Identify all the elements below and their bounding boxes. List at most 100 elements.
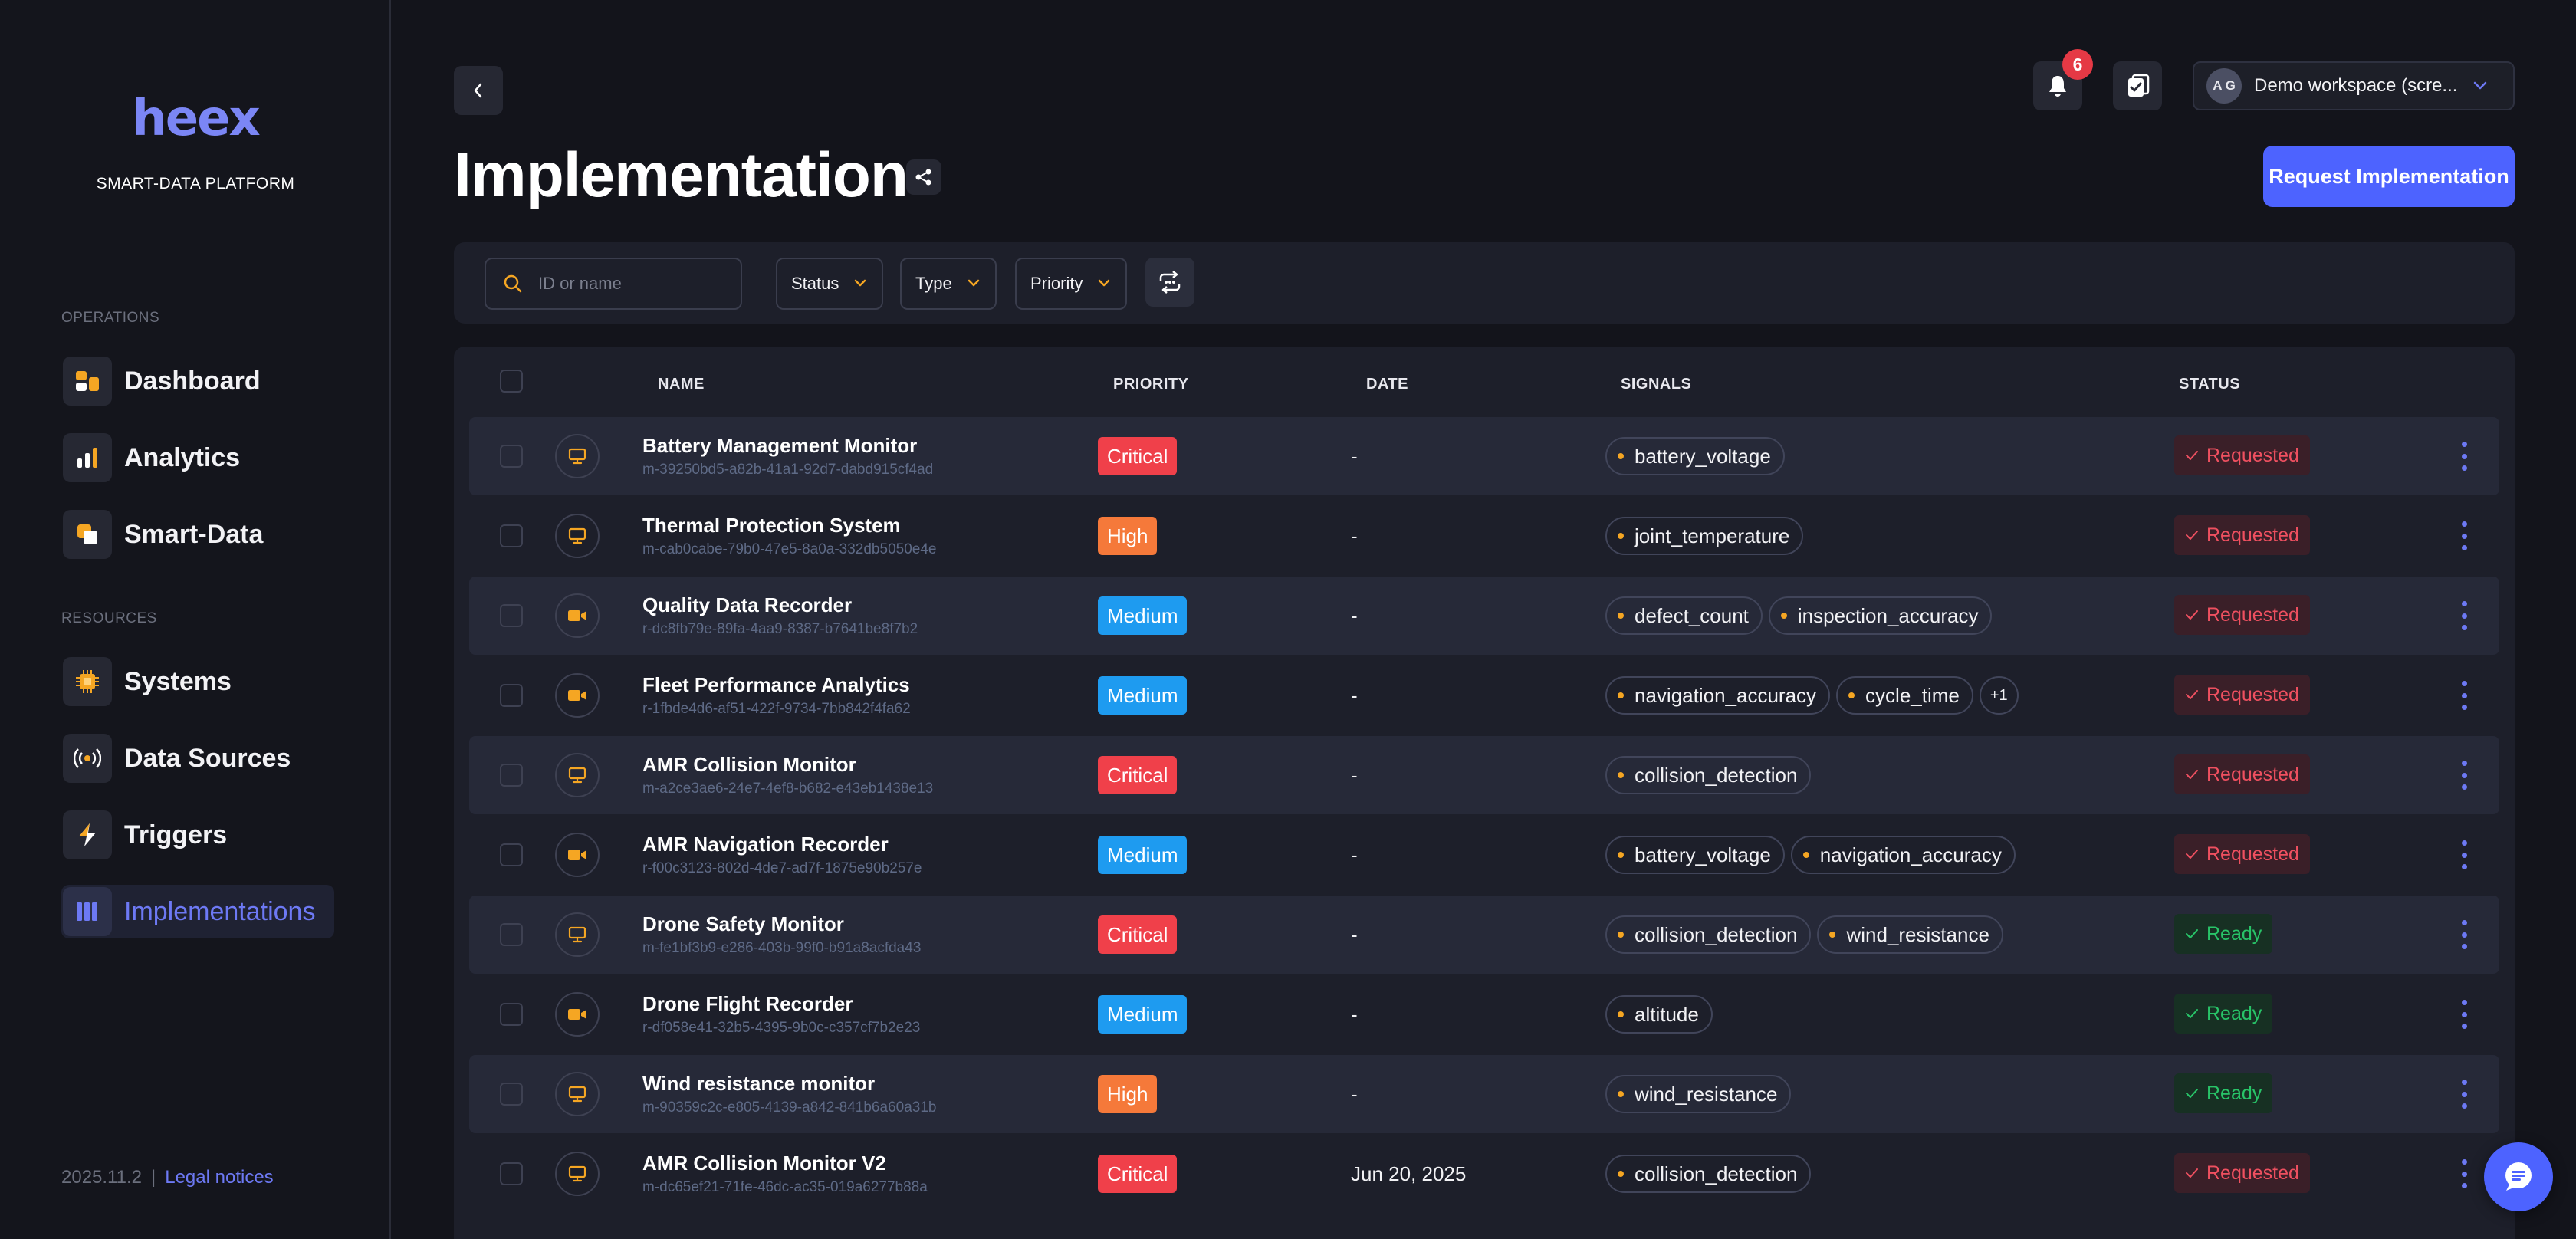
implementation-name[interactable]: Drone Flight Recorder (642, 992, 853, 1015)
sidebar-item-data-sources[interactable]: Data Sources (61, 731, 334, 785)
signals-list: joint_temperature (1605, 517, 1804, 555)
chat-support-button[interactable] (2484, 1142, 2553, 1211)
search-field[interactable] (485, 258, 742, 310)
row-actions-menu-icon[interactable] (2455, 758, 2473, 793)
table-row[interactable]: Fleet Performance Analytics r-1fbde4d6-af… (469, 656, 2499, 735)
status-label: Requested (2206, 444, 2299, 466)
signal-chip: joint_temperature (1605, 517, 1804, 555)
row-actions-menu-icon[interactable] (2455, 837, 2473, 873)
implementation-name[interactable]: Fleet Performance Analytics (642, 673, 910, 696)
table-row[interactable]: Drone Flight Recorder r-df058e41-32b5-439… (469, 975, 2499, 1053)
signal-dot (1618, 772, 1624, 778)
column-header-signals[interactable]: SIGNALS (1621, 376, 1692, 393)
monitor-icon (555, 753, 600, 797)
version-text: 2025.11.2 (61, 1167, 142, 1188)
brand-tagline: SMART-DATA PLATFORM (96, 175, 295, 192)
more-signals-chip[interactable]: +1 (1979, 676, 2019, 715)
signal-dot (1780, 613, 1787, 619)
monitor-icon (555, 434, 600, 478)
table-row[interactable]: Drone Safety Monitor m-fe1bf3b9-e286-403b… (469, 896, 2499, 974)
table-row[interactable]: Battery Management Monitor m-39250bd5-a82… (469, 417, 2499, 495)
status-badge: Ready (2174, 914, 2273, 954)
row-checkbox[interactable] (500, 764, 523, 787)
implementation-name[interactable]: Wind resistance monitor (642, 1072, 876, 1095)
heex-logo[interactable]: heex (0, 90, 391, 147)
row-actions-menu-icon[interactable] (2455, 678, 2473, 713)
row-actions-menu-icon[interactable] (2455, 598, 2473, 633)
sidebar-item-systems[interactable]: Systems (61, 655, 334, 708)
check-icon (2185, 604, 2206, 626)
select-all-checkbox[interactable] (500, 370, 523, 393)
status-label: Requested (2206, 524, 2299, 546)
row-actions-menu-icon[interactable] (2455, 1076, 2473, 1112)
sidebar-item-dashboard[interactable]: Dashboard (61, 354, 334, 408)
sidebar-item-smart-data[interactable]: Smart-Data (61, 508, 334, 561)
workspace-selector[interactable]: A G Demo workspace (scre... (2193, 61, 2515, 110)
row-actions-menu-icon[interactable] (2455, 917, 2473, 952)
implementation-id: m-cab0cabe-79b0-47e5-8a0a-332db5050e4e (642, 541, 937, 557)
implementation-name[interactable]: AMR Collision Monitor V2 (642, 1152, 886, 1175)
tasks-button[interactable] (2113, 61, 2162, 110)
check-icon (2185, 445, 2206, 467)
implementation-id: m-90359c2c-e805-4139-a842-841b6a60a31b (642, 1099, 937, 1116)
request-implementation-button[interactable]: Request Implementation (2263, 146, 2515, 207)
row-actions-menu-icon[interactable] (2455, 1156, 2473, 1191)
implementation-id: m-fe1bf3b9-e286-403b-99f0-b91a8acfda43 (642, 940, 922, 956)
check-icon (2185, 1003, 2206, 1025)
table-row[interactable]: AMR Collision Monitor m-a2ce3ae6-24e7-4ef… (469, 736, 2499, 814)
signal-chip: inspection_accuracy (1768, 596, 1993, 635)
sidebar-item-label: Implementations (124, 896, 316, 926)
legal-notices-link[interactable]: Legal notices (165, 1167, 274, 1188)
signal-chip: collision_detection (1605, 915, 1812, 954)
type-filter-dropdown[interactable]: Type (900, 258, 997, 310)
implementation-name[interactable]: Thermal Protection System (642, 514, 901, 537)
status-badge: Ready (2174, 1073, 2273, 1113)
logo-text: heex (132, 90, 261, 147)
row-checkbox[interactable] (500, 445, 523, 468)
priority-filter-label: Priority (1030, 274, 1083, 293)
table-row[interactable]: Quality Data Recorder r-dc8fb79e-89fa-4aa… (469, 577, 2499, 655)
signals-list: battery_voltage (1605, 437, 1785, 475)
table-row[interactable]: AMR Collision Monitor V2 m-dc65ef21-71fe-… (469, 1135, 2499, 1213)
row-checkbox[interactable] (500, 923, 523, 946)
implementation-name[interactable]: AMR Navigation Recorder (642, 833, 889, 856)
notifications-button[interactable] (2033, 61, 2082, 110)
check-icon (2185, 1083, 2206, 1105)
back-button[interactable] (454, 66, 503, 115)
row-checkbox[interactable] (500, 604, 523, 627)
implementation-name[interactable]: AMR Collision Monitor (642, 753, 856, 776)
chevron-down-icon (1099, 279, 1110, 287)
column-header-name[interactable]: NAME (658, 376, 705, 393)
row-checkbox[interactable] (500, 1003, 523, 1026)
sidebar-item-triggers[interactable]: Triggers (61, 808, 334, 862)
reset-filters-button[interactable] (1145, 258, 1194, 307)
sidebar-item-analytics[interactable]: Analytics (61, 431, 334, 485)
row-checkbox[interactable] (500, 1083, 523, 1106)
share-button[interactable] (906, 159, 941, 195)
column-header-priority[interactable]: PRIORITY (1113, 376, 1189, 393)
status-filter-dropdown[interactable]: Status (776, 258, 884, 310)
row-checkbox[interactable] (500, 684, 523, 707)
implementation-name[interactable]: Battery Management Monitor (642, 434, 918, 457)
column-header-date[interactable]: DATE (1366, 376, 1408, 393)
signal-dot (1618, 852, 1624, 858)
table-row[interactable]: AMR Navigation Recorder r-f00c3123-802d-4… (469, 816, 2499, 894)
row-checkbox[interactable] (500, 524, 523, 547)
table-row[interactable]: Thermal Protection System m-cab0cabe-79b0… (469, 497, 2499, 575)
row-checkbox[interactable] (500, 1162, 523, 1185)
priority-filter-dropdown[interactable]: Priority (1015, 258, 1128, 310)
priority-badge: Critical (1098, 915, 1178, 954)
row-actions-menu-icon[interactable] (2455, 439, 2473, 474)
row-checkbox[interactable] (500, 843, 523, 866)
sidebar-item-implementations[interactable]: Implementations (61, 885, 334, 938)
implementation-name[interactable]: Quality Data Recorder (642, 593, 853, 616)
row-actions-menu-icon[interactable] (2455, 518, 2473, 554)
search-input[interactable] (538, 274, 730, 294)
workspace-name: Demo workspace (scre... (2254, 75, 2458, 96)
column-header-status[interactable]: STATUS (2179, 376, 2241, 393)
implementation-name[interactable]: Drone Safety Monitor (642, 912, 844, 935)
monitor-icon (555, 514, 600, 558)
monitor-icon (555, 912, 600, 957)
table-row[interactable]: Wind resistance monitor m-90359c2c-e805-4… (469, 1055, 2499, 1133)
row-actions-menu-icon[interactable] (2455, 997, 2473, 1032)
